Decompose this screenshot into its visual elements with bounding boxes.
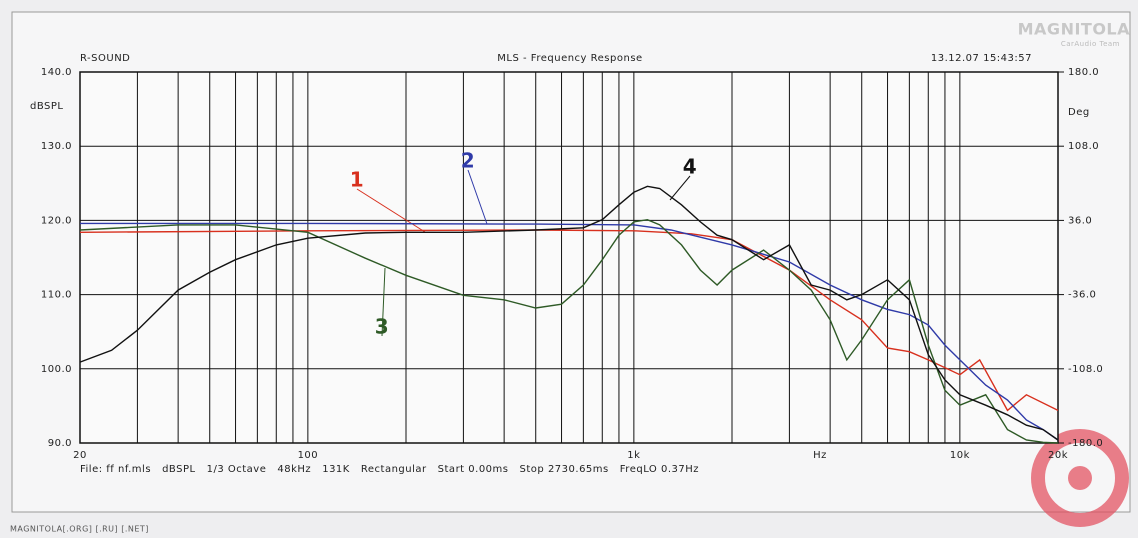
logo-ring [1031, 429, 1129, 527]
x-unit: Hz [813, 450, 827, 461]
y-tick-label: 110.0 [41, 290, 72, 301]
y2-tick-label: -36.0 [1068, 290, 1096, 301]
y-axis-label: dBSPL [30, 101, 63, 112]
header-left: R-SOUND [80, 53, 130, 64]
series-line [79, 229, 1059, 412]
series-label: 2 [461, 149, 475, 173]
y2-tick-label: 108.0 [1068, 141, 1099, 152]
series-line [79, 218, 1059, 444]
leader-line [356, 188, 426, 233]
logo-badge [1031, 429, 1129, 527]
series-label: 1 [350, 168, 364, 192]
y2-axis-label: Deg [1068, 107, 1090, 118]
timestamp: 13.12.07 15:43:57 [931, 53, 1032, 64]
leader-line [381, 267, 386, 337]
logo-dot [1068, 466, 1092, 490]
series-label: 4 [683, 155, 697, 179]
plot-area [79, 71, 1059, 444]
y-tick-label: 100.0 [41, 364, 72, 375]
y-tick-label: 90.0 [48, 438, 72, 449]
logo: MAGNITOLA [1018, 20, 1130, 39]
y2-tick-label: -180.0 [1068, 438, 1103, 449]
x-tick-label: 100 [298, 450, 319, 461]
leader-line [669, 175, 691, 201]
x-tick-label: 20k [1048, 450, 1068, 461]
y2-tick-label: -108.0 [1068, 364, 1103, 375]
y2-tick-label: 36.0 [1068, 215, 1092, 226]
y-tick-label: 120.0 [41, 215, 72, 226]
watermark: MAGNITOLA[.ORG] [.RU] [.NET] [10, 525, 149, 534]
leader-line [467, 169, 488, 225]
x-tick-label: 1k [627, 450, 640, 461]
chart-title: MLS - Frequency Response [497, 53, 642, 64]
series-label: 3 [375, 315, 389, 339]
y-tick-label: 140.0 [41, 67, 72, 78]
x-tick-label: 10k [950, 450, 970, 461]
footer: File: ff nf.mls dBSPL 1/3 Octave 48kHz 1… [80, 464, 699, 475]
y2-tick-label: 180.0 [1068, 67, 1099, 78]
series-line [79, 185, 1059, 441]
x-tick-label: 20 [73, 450, 87, 461]
series-line [80, 222, 1059, 441]
y-tick-label: 130.0 [41, 141, 72, 152]
logo-subtitle: CarAudio Team [1061, 40, 1120, 48]
